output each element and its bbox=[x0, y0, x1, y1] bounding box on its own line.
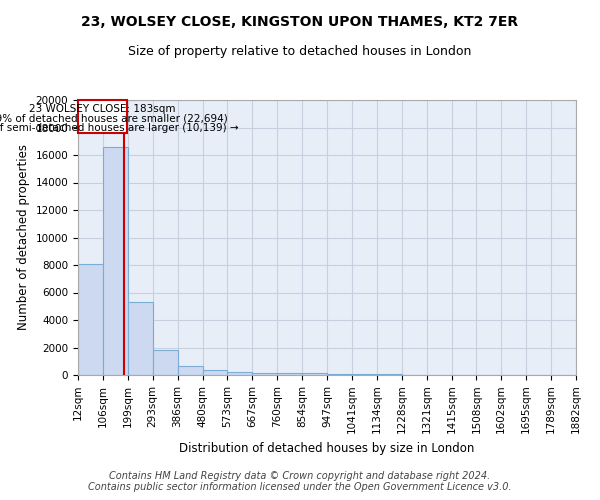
Bar bbox=[277, 373, 302, 375]
Bar bbox=[253, 372, 277, 375]
Bar bbox=[78, 100, 127, 133]
Bar bbox=[103, 147, 128, 375]
Bar bbox=[203, 370, 227, 375]
Text: 23 WOLSEY CLOSE: 183sqm: 23 WOLSEY CLOSE: 183sqm bbox=[29, 104, 176, 114]
Bar bbox=[227, 372, 253, 375]
Text: Contains HM Land Registry data © Crown copyright and database right 2024.
Contai: Contains HM Land Registry data © Crown c… bbox=[88, 471, 512, 492]
Bar bbox=[78, 264, 103, 375]
Bar bbox=[377, 374, 402, 375]
Y-axis label: Number of detached properties: Number of detached properties bbox=[17, 144, 30, 330]
X-axis label: Distribution of detached houses by size in London: Distribution of detached houses by size … bbox=[179, 442, 475, 455]
Bar bbox=[153, 350, 178, 375]
Text: ← 69% of detached houses are smaller (22,694): ← 69% of detached houses are smaller (22… bbox=[0, 113, 228, 123]
Text: 23, WOLSEY CLOSE, KINGSTON UPON THAMES, KT2 7ER: 23, WOLSEY CLOSE, KINGSTON UPON THAMES, … bbox=[82, 15, 518, 29]
Bar bbox=[302, 374, 327, 375]
Bar bbox=[352, 374, 377, 375]
Bar bbox=[327, 374, 352, 375]
Text: Size of property relative to detached houses in London: Size of property relative to detached ho… bbox=[128, 45, 472, 58]
Text: 31% of semi-detached houses are larger (10,139) →: 31% of semi-detached houses are larger (… bbox=[0, 122, 238, 132]
Bar bbox=[128, 302, 153, 375]
Bar bbox=[178, 366, 203, 375]
